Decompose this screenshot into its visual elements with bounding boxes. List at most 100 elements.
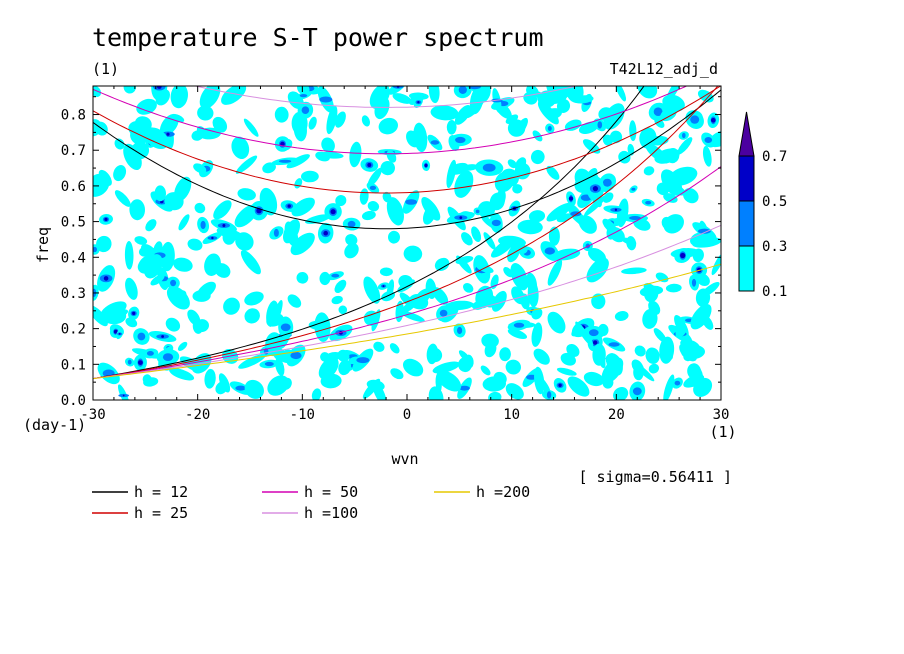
field-blob (114, 190, 131, 207)
field-blob (445, 300, 474, 311)
field-blob (390, 368, 404, 380)
field-blob (626, 236, 637, 251)
chart-title: temperature S-T power spectrum (92, 23, 544, 52)
y-tick-label: 0.3 (61, 286, 86, 302)
field-blob (517, 219, 543, 235)
field-blob (661, 216, 673, 230)
field-blob (426, 343, 439, 365)
field-blob (476, 263, 494, 274)
field-blob (454, 170, 474, 198)
field-blob (505, 359, 521, 375)
field-blob (471, 226, 482, 243)
y-tick-label: 0.7 (61, 143, 86, 159)
field-blob (552, 248, 581, 261)
field-blob (403, 245, 423, 263)
field-blob (125, 277, 138, 300)
field-blob (244, 291, 264, 306)
field-blob (293, 117, 307, 142)
field-blob (663, 193, 678, 203)
field-blob (428, 386, 444, 400)
field-peak (592, 186, 599, 192)
field-blob (379, 267, 393, 277)
legend-label: h =100 (304, 504, 358, 522)
spectrum-field (93, 86, 721, 400)
field-blob (455, 256, 474, 265)
field-blob (164, 192, 184, 211)
field-core (273, 228, 279, 237)
field-blob (326, 105, 338, 135)
curve-kelvin-h100 (93, 224, 721, 380)
field-peak (122, 394, 125, 397)
field-blob (634, 345, 646, 357)
field-peak (222, 224, 226, 227)
field-blob (171, 290, 187, 303)
field-blob (592, 196, 602, 208)
field-blob (505, 383, 524, 400)
field-blob (197, 105, 214, 121)
field-blob (113, 165, 127, 182)
field-blob (154, 185, 167, 202)
field-core (597, 121, 603, 129)
field-peak (211, 236, 214, 240)
field-blob (536, 91, 549, 113)
field-blob (98, 169, 112, 186)
field-blob (372, 380, 387, 400)
field-blob (380, 160, 395, 176)
y-axis-unit: (day-1) (23, 416, 86, 434)
field-blob (507, 159, 517, 169)
field-blob (488, 391, 502, 400)
field-blob (645, 347, 660, 364)
field-blob (244, 308, 260, 324)
field-blob (177, 341, 188, 351)
field-blob (480, 292, 500, 305)
field-core (491, 219, 501, 227)
field-blob (480, 365, 491, 376)
field-core (544, 247, 555, 255)
curve-gravity-h25 (93, 86, 721, 194)
field-blob (700, 281, 720, 298)
field-blob (169, 367, 195, 381)
field-blob (291, 197, 315, 217)
field-core (690, 115, 700, 124)
field-blob (627, 143, 635, 156)
x-tick-label: 0 (403, 407, 411, 423)
field-blob (173, 257, 193, 272)
field-blob (134, 236, 148, 245)
field-blob (262, 162, 276, 174)
field-blob (583, 371, 604, 387)
field-core (279, 159, 292, 163)
field-blob (150, 274, 165, 286)
field-blob (129, 199, 146, 221)
y-tick-label: 0.2 (61, 322, 86, 338)
field-blob (547, 259, 563, 286)
field-blob (319, 271, 331, 286)
field-blob (500, 168, 519, 187)
field-peak (103, 276, 109, 281)
x-tick-label: 10 (503, 407, 520, 423)
field-blob (337, 349, 350, 362)
field-peak (711, 118, 716, 123)
field-core (468, 86, 481, 90)
field-core (455, 136, 466, 144)
field-blob (114, 138, 125, 150)
field-blob (446, 120, 457, 135)
field-blob (677, 137, 693, 155)
field-blob (367, 167, 382, 188)
field-blob (547, 311, 566, 334)
field-blob (266, 300, 279, 327)
field-core (457, 326, 463, 335)
field-peak (680, 252, 686, 259)
field-blob (489, 192, 505, 211)
field-blob (546, 165, 560, 180)
field-blob (187, 238, 203, 251)
x-tick-label: 20 (608, 407, 625, 423)
field-blob (344, 243, 359, 259)
field-blob (170, 86, 188, 109)
field-blob (124, 241, 134, 270)
field-core (200, 220, 206, 230)
field-blob (338, 305, 348, 315)
field-core (356, 357, 370, 364)
field-blob (499, 347, 511, 362)
curve-gravity-h12 (93, 89, 721, 230)
field-blob (643, 166, 655, 176)
